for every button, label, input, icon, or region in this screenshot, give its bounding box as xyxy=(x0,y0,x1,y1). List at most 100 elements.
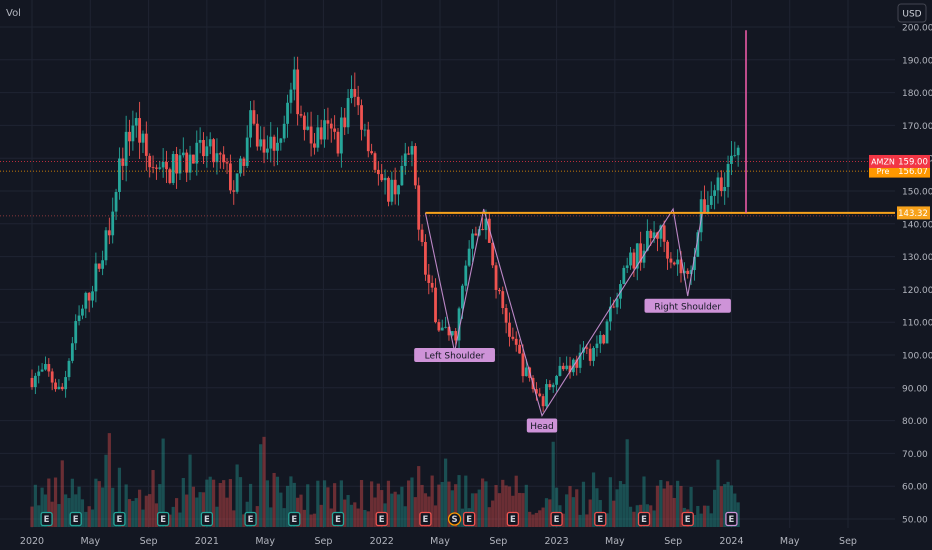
x-tick-label: 2023 xyxy=(544,536,568,547)
volume-bar xyxy=(655,485,660,527)
earnings-marker[interactable]: E xyxy=(200,511,214,527)
earnings-marker[interactable]: E xyxy=(113,511,126,527)
candle-body xyxy=(723,186,727,192)
earnings-marker[interactable]: E xyxy=(244,511,257,527)
neckline-price-tag-box xyxy=(897,206,930,220)
earnings-marker[interactable]: E xyxy=(725,511,738,527)
volume-bar xyxy=(430,475,434,527)
candle-body xyxy=(67,360,71,378)
y-tick-label: 100.00 xyxy=(902,352,932,362)
candle-body xyxy=(363,129,367,131)
x-tick-label: May xyxy=(430,536,450,547)
candle-body xyxy=(605,321,609,344)
earnings-marker[interactable]: E xyxy=(506,511,520,527)
annotation-box xyxy=(414,348,495,362)
volume-bar xyxy=(649,505,653,527)
volume-bar xyxy=(396,494,401,527)
volume-bar xyxy=(238,477,243,527)
volume-bar xyxy=(353,502,357,527)
volume-bar xyxy=(420,484,424,527)
volume-bar xyxy=(585,514,589,527)
candle-body xyxy=(60,386,64,390)
candle-body xyxy=(289,89,293,103)
volume-bar xyxy=(57,504,61,527)
candle-body xyxy=(612,306,616,308)
earnings-marker[interactable]: E xyxy=(156,511,170,527)
candle-body xyxy=(171,154,175,183)
candle-body xyxy=(561,365,565,370)
volume-bar xyxy=(713,489,717,527)
earnings-icon xyxy=(113,511,126,527)
currency-button[interactable]: USD xyxy=(897,3,927,23)
candle-body xyxy=(185,152,189,173)
earnings-marker[interactable]: E xyxy=(331,511,345,527)
candle-body xyxy=(679,259,683,274)
earnings-marker[interactable]: E xyxy=(69,511,82,527)
candle-body xyxy=(252,110,256,124)
candle-body xyxy=(118,158,121,192)
volume-bar xyxy=(168,514,172,527)
y-tick-label: 170.00 xyxy=(902,122,932,132)
candle-body xyxy=(447,326,451,336)
candle-body xyxy=(373,153,377,170)
candle-body xyxy=(403,153,407,166)
candle-body xyxy=(188,154,192,173)
earnings-marker[interactable]: E xyxy=(637,511,651,527)
candle-body xyxy=(192,154,195,164)
candle-body xyxy=(538,393,542,397)
earnings-marker[interactable]: E xyxy=(681,511,694,527)
event-marker-label: E xyxy=(160,515,166,525)
volume-bar xyxy=(514,475,518,527)
candle-body xyxy=(410,146,414,155)
volume-bar xyxy=(74,494,78,527)
earnings-marker[interactable]: E xyxy=(462,511,476,527)
volume-bar xyxy=(662,488,666,527)
last-price-tag: AMZN 159.00 xyxy=(869,154,930,168)
earnings-marker[interactable]: E xyxy=(419,511,432,527)
volume-bar xyxy=(312,513,317,527)
candle-body xyxy=(440,327,444,331)
event-marker-label: E xyxy=(685,515,691,525)
volume-bar xyxy=(665,481,670,527)
earnings-marker[interactable]: E xyxy=(40,511,53,527)
pre-market-price-tag-value: 156.07 xyxy=(898,167,928,177)
volume-bar xyxy=(171,506,175,527)
candle-body xyxy=(649,230,653,239)
y-tick-label: 180.00 xyxy=(902,89,932,99)
volume-bar xyxy=(494,484,498,527)
candle-body xyxy=(54,382,57,390)
pattern-annotation: Right Shoulder xyxy=(644,298,731,313)
candle-body xyxy=(40,369,44,372)
candle-body xyxy=(716,177,720,191)
volume-bar xyxy=(588,499,592,527)
earnings-marker[interactable]: E xyxy=(375,511,388,527)
volume-bar xyxy=(292,482,296,527)
earnings-marker[interactable]: E xyxy=(288,511,301,527)
x-tick-label: Sep xyxy=(489,536,507,547)
volume-bar xyxy=(70,478,74,527)
volume-bar xyxy=(719,486,723,527)
candle-body xyxy=(545,384,548,407)
candle-body xyxy=(726,163,730,187)
volume-bar xyxy=(248,483,253,527)
candle-body xyxy=(155,167,158,169)
volume-bar xyxy=(548,499,552,527)
annotation-label: Right Shoulder xyxy=(654,302,721,312)
earnings-marker[interactable]: E xyxy=(550,511,563,527)
candle-body xyxy=(350,88,353,99)
candle-body xyxy=(430,282,434,288)
candle-body xyxy=(534,389,538,394)
candle-body xyxy=(424,241,427,275)
candle-body xyxy=(131,125,135,142)
event-marker-label: E xyxy=(73,515,79,525)
neckline-price-tag: 143.32 xyxy=(897,206,930,220)
annotation-box xyxy=(526,418,558,433)
candle-body xyxy=(719,177,723,192)
candle-body xyxy=(208,139,212,147)
earnings-icon xyxy=(288,511,301,527)
earnings-marker[interactable]: E xyxy=(594,511,607,527)
split-marker[interactable]: S xyxy=(447,512,462,526)
volume-bar xyxy=(131,500,135,527)
